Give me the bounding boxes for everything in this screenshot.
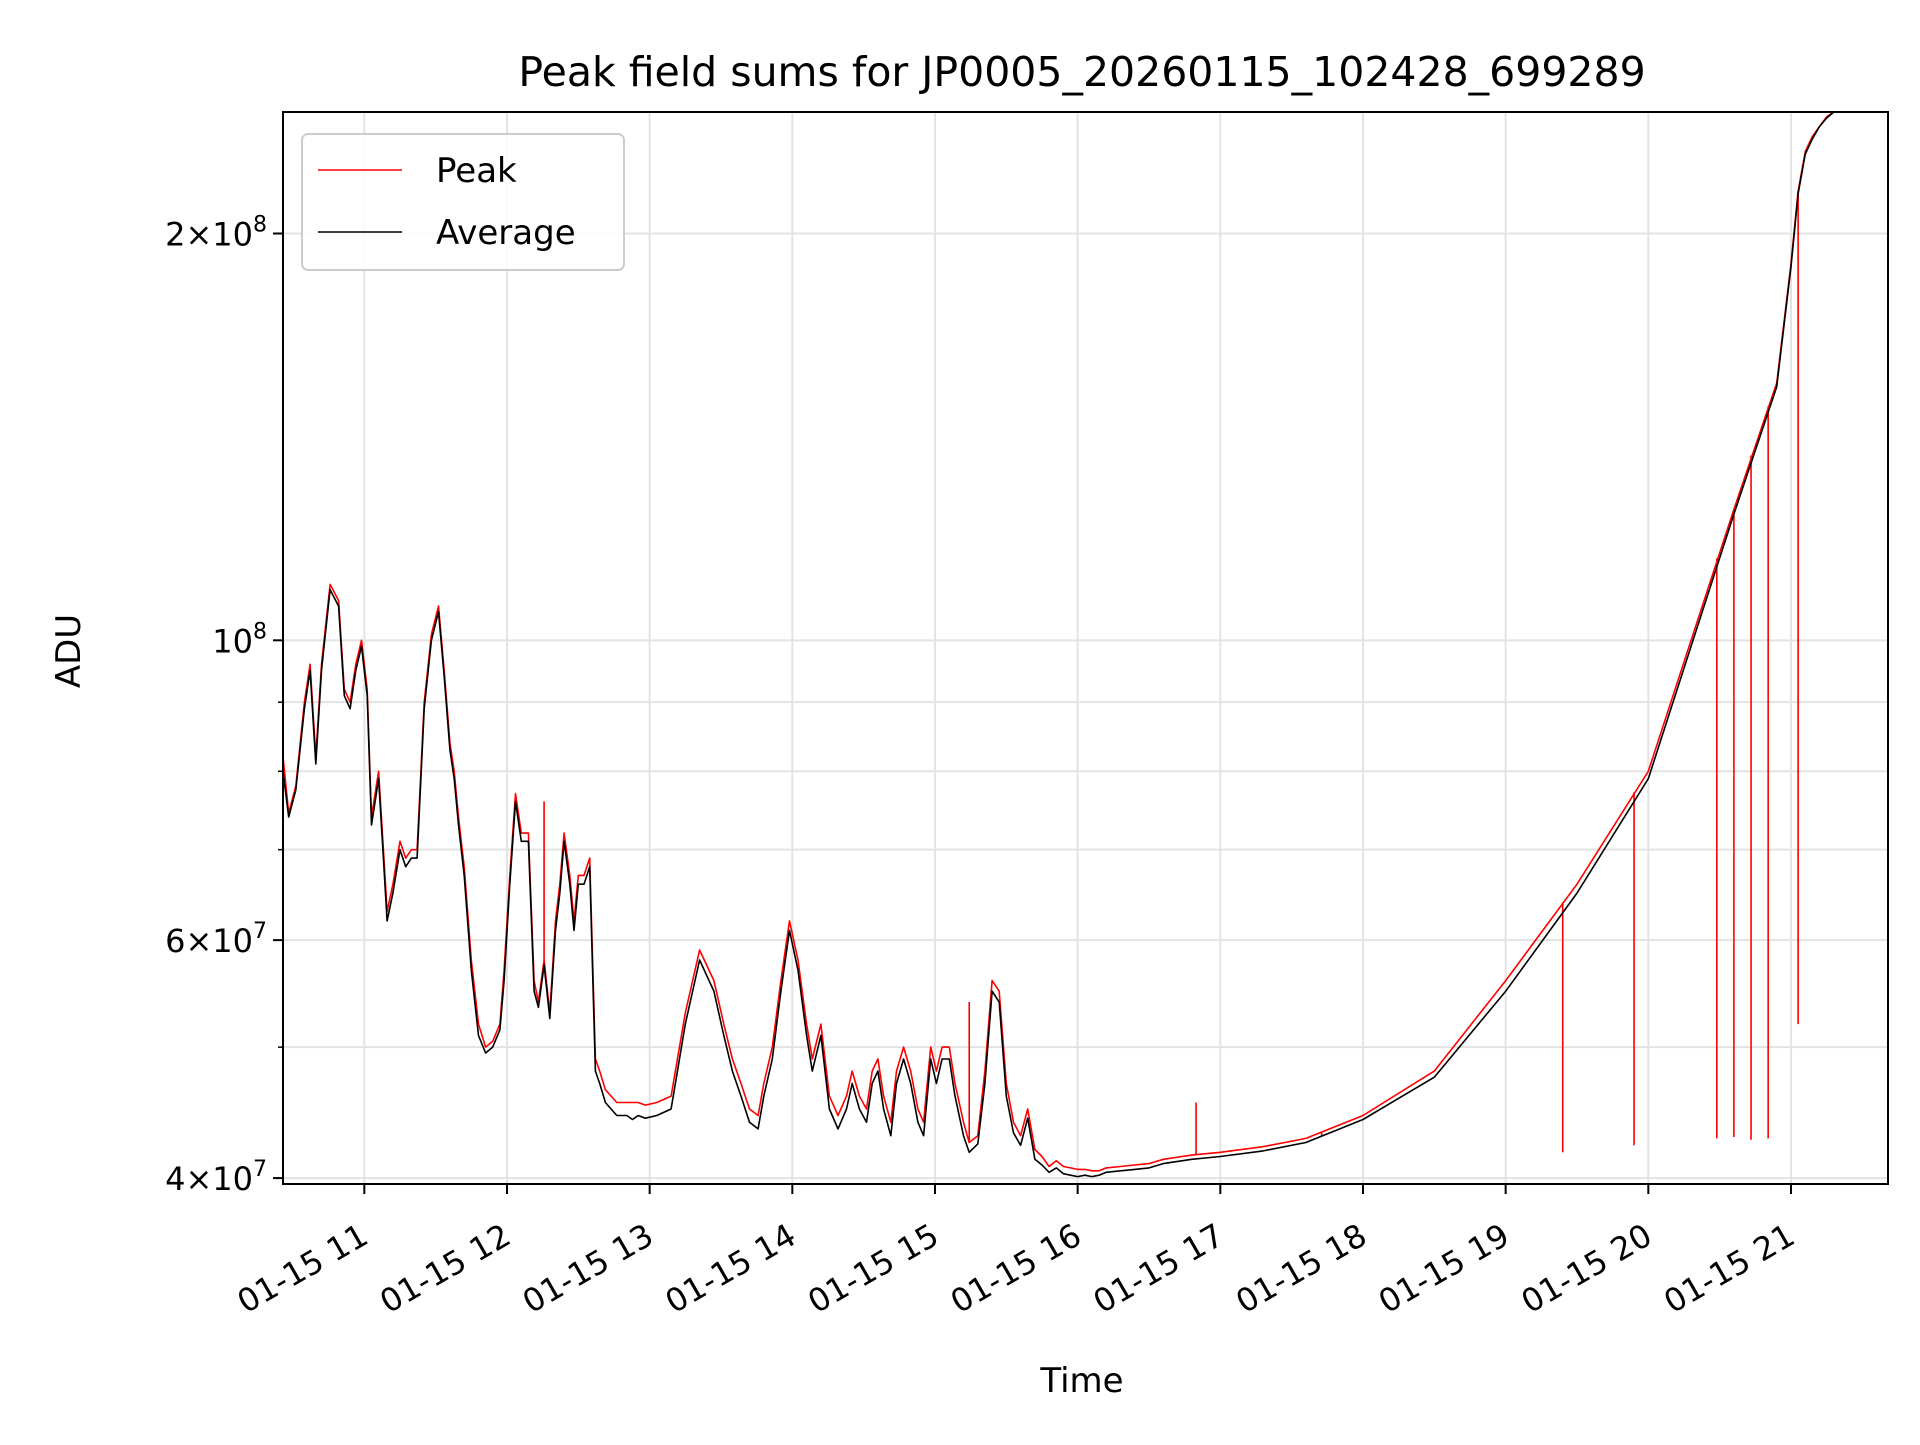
x-axis-label: Time bbox=[1039, 1361, 1123, 1401]
x-tick-label: 01-15 11 bbox=[231, 1216, 375, 1321]
y-tick-base: 10 bbox=[212, 622, 253, 660]
x-tick-label: 01-15 13 bbox=[516, 1216, 660, 1321]
y-tick-exponent: 8 bbox=[253, 212, 267, 237]
series-line-average bbox=[282, 111, 1835, 1178]
x-tick-label: 01-15 19 bbox=[1372, 1216, 1516, 1321]
y-tick-base: 4×10 bbox=[165, 1160, 253, 1198]
x-tick-label: 01-15 20 bbox=[1515, 1216, 1659, 1321]
legend-label-average: Average bbox=[436, 213, 576, 253]
plot-frame bbox=[282, 111, 1889, 1185]
x-tick-label: 01-15 21 bbox=[1657, 1216, 1801, 1321]
y-tick-label: 108 bbox=[212, 619, 267, 660]
legend: Peak Average bbox=[301, 133, 625, 271]
chart-title: Peak field sums for JP0005_20260115_1024… bbox=[518, 48, 1645, 96]
x-tick-label: 01-15 18 bbox=[1229, 1216, 1373, 1321]
legend-box bbox=[301, 133, 625, 271]
y-tick-exponent: 7 bbox=[253, 1157, 267, 1182]
y-tick-base: 6×10 bbox=[165, 922, 253, 960]
x-tick-label: 01-15 17 bbox=[1087, 1216, 1231, 1321]
y-tick-label: 4×107 bbox=[165, 1157, 267, 1198]
y-tick-exponent: 8 bbox=[253, 619, 267, 644]
legend-label-peak: Peak bbox=[436, 151, 517, 191]
x-tick-label: 01-15 16 bbox=[944, 1216, 1088, 1321]
x-tick-label: 01-15 15 bbox=[801, 1216, 945, 1321]
y-axis-label: ADU bbox=[49, 614, 89, 688]
y-tick-label: 6×107 bbox=[165, 919, 267, 960]
y-tick-label: 2×108 bbox=[165, 212, 267, 253]
x-tick-label: 01-15 12 bbox=[373, 1216, 517, 1321]
series-line-peak bbox=[282, 111, 1835, 1172]
grid-lines bbox=[283, 112, 1888, 1184]
plot-series bbox=[282, 111, 1835, 1178]
y-tick-exponent: 7 bbox=[253, 919, 267, 944]
x-tick-label: 01-15 14 bbox=[659, 1216, 803, 1321]
axis-ticks: 01-15 11 01-15 12 01-15 13 01-15 14 01-15 15… bbox=[165, 212, 1801, 1320]
y-tick-base: 2×10 bbox=[165, 215, 253, 253]
